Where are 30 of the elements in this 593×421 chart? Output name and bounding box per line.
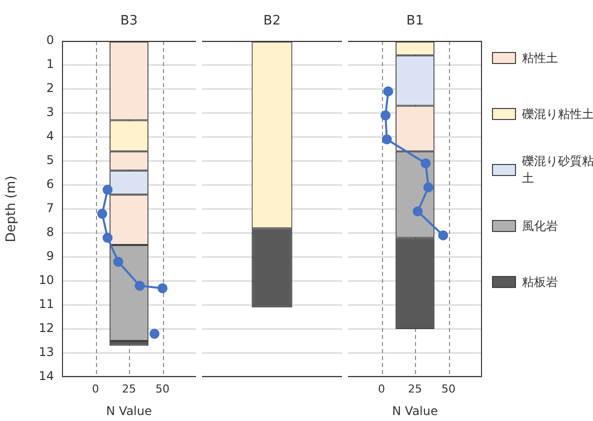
x2-tick-label: 0: [378, 382, 385, 396]
y-tick-label: 2: [46, 81, 54, 96]
x2-tick-label: 25: [122, 382, 136, 396]
x-tick-label: B2: [263, 14, 281, 29]
y-tick-label: 11: [38, 297, 54, 312]
x2-tick-label: 50: [156, 382, 170, 396]
y-tick-label: 8: [46, 225, 54, 240]
x-tick-label: B1: [406, 14, 424, 29]
x2-axis-title: N Value: [392, 404, 438, 418]
y-tick-label: 10: [38, 273, 54, 288]
x2-tick-label: 50: [442, 382, 456, 396]
legend-label: 粘板岩: [522, 274, 558, 290]
y-tick-label: 4: [46, 129, 54, 144]
y-tick-label: 12: [38, 321, 54, 336]
y-tick-label: 9: [46, 249, 54, 264]
x2-axis-title: N Value: [106, 404, 152, 418]
y-tick-label: 13: [38, 345, 54, 360]
legend-label: 粘性土: [522, 50, 558, 66]
y-tick-label: 1: [46, 57, 54, 72]
x-tick-label: B3: [120, 14, 138, 29]
legend-label: 風化岩: [522, 218, 558, 234]
y-tick-label: 6: [46, 177, 54, 192]
y-tick-label: 7: [46, 201, 54, 216]
y-tick-label: 3: [46, 105, 54, 120]
y-tick-label: 5: [46, 153, 54, 168]
y-tick-label: 0: [46, 33, 54, 48]
x2-tick-label: 0: [92, 382, 99, 396]
y-tick-label: 14: [38, 369, 54, 384]
y-axis-title: Depth (m): [4, 176, 20, 242]
x2-tick-label: 25: [408, 382, 422, 396]
